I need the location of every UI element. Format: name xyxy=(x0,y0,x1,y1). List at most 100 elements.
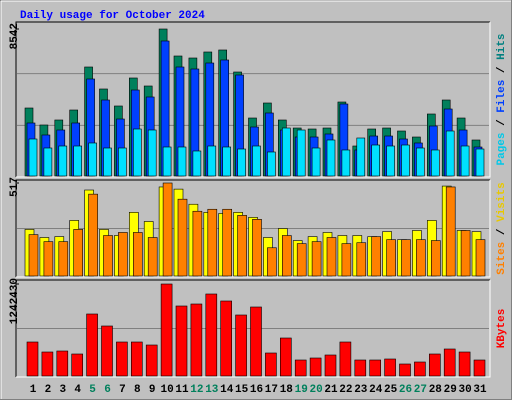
bar xyxy=(43,241,54,277)
bar xyxy=(475,148,485,177)
x-tick-label: 6 xyxy=(104,384,111,396)
bar xyxy=(401,239,411,277)
bar xyxy=(326,237,337,277)
bar xyxy=(56,350,69,377)
bar xyxy=(296,243,307,277)
legend-entry: KBytes xyxy=(496,309,508,349)
legend-entry: Visits xyxy=(496,182,508,222)
bar xyxy=(401,144,410,177)
legend-separator: / xyxy=(496,113,508,133)
bar xyxy=(371,236,382,277)
bar xyxy=(41,351,54,377)
plot-bevel xyxy=(15,279,490,377)
bar xyxy=(207,208,218,277)
x-tick-label: 7 xyxy=(119,384,126,396)
x-tick-label: 2 xyxy=(45,384,52,396)
bar xyxy=(445,186,456,277)
bar xyxy=(28,138,38,177)
bar xyxy=(311,241,322,277)
bar xyxy=(190,303,203,377)
bar xyxy=(177,198,188,277)
bar xyxy=(103,235,113,277)
legend: Pages / Files / Hits xyxy=(496,33,508,165)
bar xyxy=(145,344,158,377)
bar xyxy=(162,146,172,177)
bar xyxy=(371,144,381,177)
plot-bevel xyxy=(16,180,491,278)
bar xyxy=(414,361,426,377)
y-max-label: 8542 xyxy=(9,23,21,49)
x-tick-label: 11 xyxy=(175,384,189,396)
bar xyxy=(460,230,471,277)
bar xyxy=(356,242,367,277)
x-tick-label: 27 xyxy=(414,384,427,396)
x-tick-label: 18 xyxy=(280,384,294,396)
x-tick-label: 1 xyxy=(30,384,37,396)
bar xyxy=(147,237,158,277)
bar xyxy=(118,232,128,277)
bar xyxy=(309,357,322,377)
x-tick-label: 29 xyxy=(444,384,457,396)
x-tick-label: 20 xyxy=(309,384,322,396)
legend-entry: Hits xyxy=(496,33,508,59)
bar xyxy=(162,182,173,277)
bar xyxy=(71,353,83,377)
bar xyxy=(311,147,321,177)
bar xyxy=(460,145,470,177)
bar xyxy=(265,352,277,377)
bar xyxy=(101,325,113,377)
x-tick-label: 31 xyxy=(473,384,487,396)
bar xyxy=(160,283,173,377)
bar xyxy=(222,146,231,177)
bar xyxy=(354,359,367,377)
bar xyxy=(175,305,188,377)
bar xyxy=(428,353,441,377)
bar xyxy=(326,139,336,177)
bar xyxy=(235,314,247,377)
bar xyxy=(430,149,440,177)
bar xyxy=(252,145,261,177)
legend-separator: / xyxy=(496,60,508,80)
bar xyxy=(324,354,337,377)
bar xyxy=(356,137,366,177)
x-tick-label: 17 xyxy=(265,384,278,396)
bar xyxy=(88,142,97,177)
plot-bevel xyxy=(15,179,490,277)
bar xyxy=(369,359,382,377)
bar xyxy=(296,129,306,177)
bar xyxy=(192,210,203,277)
x-tick-label: 21 xyxy=(324,384,338,396)
bar xyxy=(147,129,157,177)
bar xyxy=(458,351,471,377)
bar xyxy=(386,145,395,177)
x-tick-label: 24 xyxy=(369,384,383,396)
bar xyxy=(281,127,291,177)
bar xyxy=(267,247,277,277)
bar xyxy=(86,313,98,377)
x-tick-label: 30 xyxy=(458,384,471,396)
legend-entry: Sites xyxy=(496,242,508,275)
bar xyxy=(73,145,82,177)
bar xyxy=(430,240,441,277)
x-tick-label: 8 xyxy=(134,384,141,396)
legend: Sites / Visits xyxy=(496,182,508,274)
bar xyxy=(58,145,68,177)
x-tick-label: 9 xyxy=(149,384,156,396)
bar xyxy=(133,128,142,177)
bar xyxy=(281,235,292,277)
bar xyxy=(279,337,292,377)
bar xyxy=(252,219,262,277)
bar xyxy=(445,130,455,177)
legend-separator: / xyxy=(496,222,508,242)
bar xyxy=(26,341,39,377)
bar xyxy=(237,148,246,177)
y-max-label: 517 xyxy=(9,177,21,197)
bar xyxy=(250,306,262,377)
x-tick-label: 26 xyxy=(399,384,412,396)
bar xyxy=(222,208,232,277)
x-tick-label: 10 xyxy=(160,384,173,396)
bar xyxy=(192,150,202,177)
chart-title: Daily usage for October 2024 xyxy=(20,10,205,22)
x-tick-label: 3 xyxy=(59,384,66,396)
